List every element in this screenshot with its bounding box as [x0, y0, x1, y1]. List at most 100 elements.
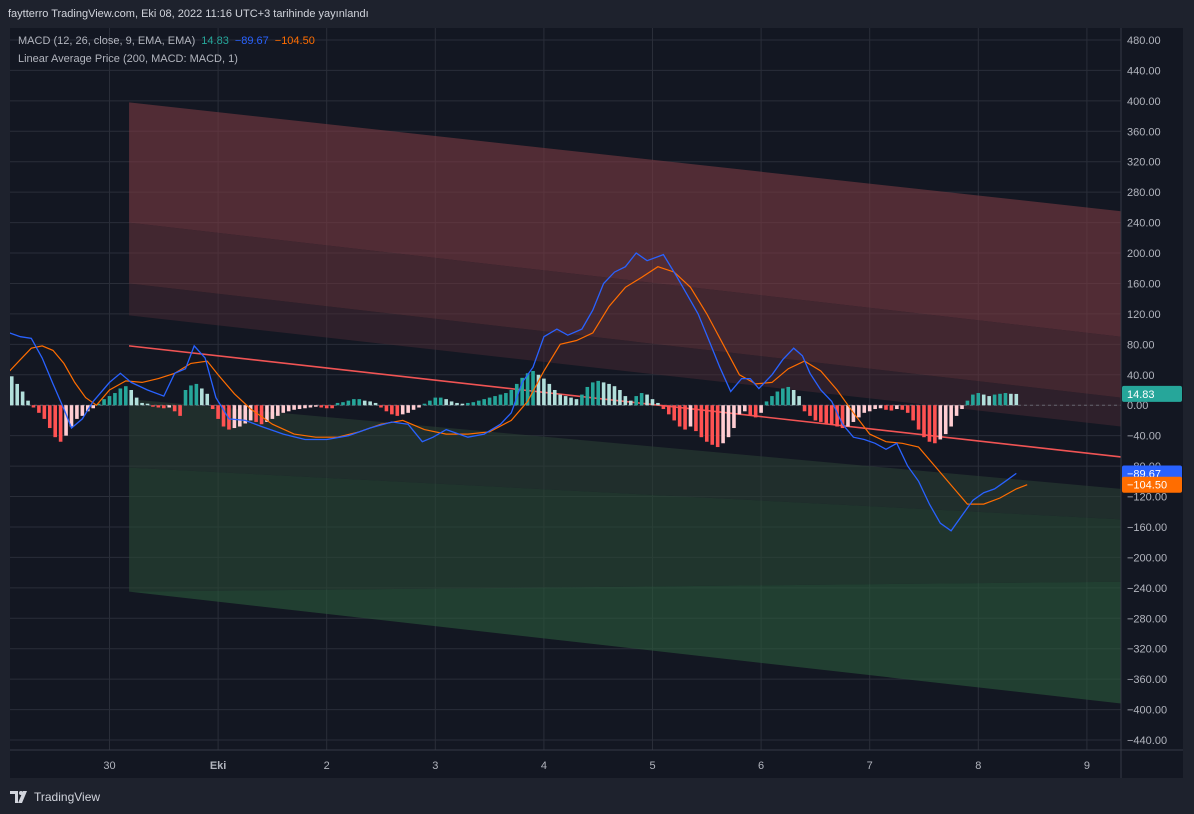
histogram-bar — [694, 405, 698, 432]
histogram-bar — [628, 400, 633, 406]
histogram-bar — [960, 405, 964, 410]
histogram-bar — [308, 405, 313, 408]
histogram-bar — [422, 403, 427, 406]
histogram-bar — [715, 405, 720, 448]
histogram-bar — [58, 405, 63, 442]
histogram-bar — [482, 399, 486, 406]
y-tick-label: 200.00 — [1127, 248, 1161, 260]
histogram-bar — [357, 399, 362, 406]
histogram-bar — [987, 396, 991, 406]
histogram-bar — [373, 402, 378, 406]
histogram-bar — [216, 405, 220, 419]
histogram-bar — [259, 405, 264, 425]
histogram-bar — [91, 405, 96, 409]
histogram-bar — [205, 393, 210, 406]
histogram-bar — [433, 397, 438, 406]
x-tick-label: Eki — [210, 760, 227, 772]
histogram-bar — [238, 405, 242, 427]
histogram-bar — [808, 405, 812, 416]
histogram-bar — [981, 394, 986, 406]
histogram-bar — [813, 405, 818, 421]
histogram-bar — [227, 405, 231, 430]
histogram-bar — [428, 400, 432, 406]
histogram-bar — [933, 405, 937, 444]
histogram-bar — [346, 400, 351, 406]
histogram-bar — [705, 405, 709, 442]
band-lower-inner — [129, 399, 1122, 520]
footer — [0, 782, 1194, 814]
histogram-bar — [134, 397, 139, 406]
histogram-bar — [368, 401, 372, 406]
histogram-bar — [650, 399, 655, 406]
histogram-bar — [520, 377, 524, 406]
chart-pane[interactable]: 480.00 440.00 400.00 360.00 320.00 280.00 240.… — [10, 28, 1183, 778]
histogram-bar — [31, 405, 36, 408]
histogram-bar — [710, 405, 715, 445]
histogram-bar — [656, 402, 660, 406]
histogram-bar — [552, 390, 557, 406]
y-tick-label: 240.00 — [1127, 218, 1161, 230]
histogram-bar — [672, 405, 677, 421]
tradingview-brand[interactable]: TradingView — [10, 790, 100, 804]
band-upper-inner — [129, 283, 1122, 427]
histogram-bar — [514, 383, 519, 406]
y-tick-label: −280.00 — [1127, 613, 1167, 625]
macd-legend[interactable]: MACD (12, 26, close, 9, EMA, EMA) 14.83 −8… — [18, 35, 315, 47]
x-tick-label: 7 — [867, 760, 873, 772]
histogram-bar — [200, 388, 204, 406]
histogram-bar — [770, 396, 774, 406]
histogram-bar — [666, 405, 671, 415]
lap-legend-label: Linear Average Price (200, MACD: MACD, 1… — [18, 53, 238, 65]
band-upper-outer — [129, 102, 1122, 337]
histogram-bar — [172, 405, 177, 412]
histogram-bar — [156, 405, 161, 408]
histogram-bar — [178, 405, 182, 416]
histogram-bar — [873, 405, 877, 410]
histogram-bar — [26, 400, 30, 406]
x-tick-label: 30 — [103, 760, 115, 772]
histogram-bar — [857, 405, 861, 418]
histogram-bar — [634, 396, 639, 406]
histogram-bar — [1014, 393, 1019, 406]
histogram-bar — [37, 405, 41, 413]
histogram-bar — [726, 405, 731, 438]
histogram-bar — [20, 391, 25, 406]
tradingview-brand-label: TradingView — [34, 790, 101, 804]
histogram-bar — [542, 378, 546, 406]
histogram-bar — [151, 405, 155, 407]
histogram-bar — [455, 402, 459, 406]
histogram-bar — [362, 400, 367, 406]
histogram-bar — [661, 405, 666, 410]
histogram-bar — [129, 390, 134, 406]
histogram-bar — [471, 402, 476, 406]
histogram-bar — [487, 397, 492, 406]
chart-canvas[interactable]: 480.00440.00400.00360.00320.00280.00240.… — [10, 28, 1183, 778]
histogram-bar — [976, 393, 981, 406]
histogram-bar — [194, 383, 199, 406]
histogram-bar — [248, 405, 253, 421]
histogram-bar — [580, 394, 584, 406]
histogram-bar — [395, 405, 400, 416]
histogram-bar — [574, 399, 579, 406]
histogram-bar — [889, 405, 894, 411]
histogram-bar — [314, 405, 318, 407]
histogram-bar — [498, 394, 503, 406]
y-tick-label: −240.00 — [1127, 583, 1167, 595]
histogram-bar — [281, 405, 286, 413]
y-tick-label: −120.00 — [1127, 492, 1167, 504]
y-tick-label: 0.00 — [1127, 400, 1148, 412]
histogram-bar — [867, 405, 872, 412]
band-lower-mid — [129, 467, 1122, 592]
histogram-bar — [460, 403, 465, 406]
histogram-bar — [998, 393, 1002, 406]
linear-average-price-legend[interactable]: Linear Average Price (200, MACD: MACD, 1… — [18, 53, 238, 65]
histogram-bar — [417, 405, 421, 408]
histogram-bar — [476, 400, 481, 406]
histogram-bar — [748, 405, 753, 416]
histogram-bar — [1003, 393, 1008, 406]
third-legend-value: −104.50 — [274, 35, 315, 47]
histogram-bar — [254, 405, 258, 422]
histogram-bar — [943, 405, 948, 435]
histogram-bar — [895, 405, 899, 410]
histogram-bar — [85, 405, 90, 412]
